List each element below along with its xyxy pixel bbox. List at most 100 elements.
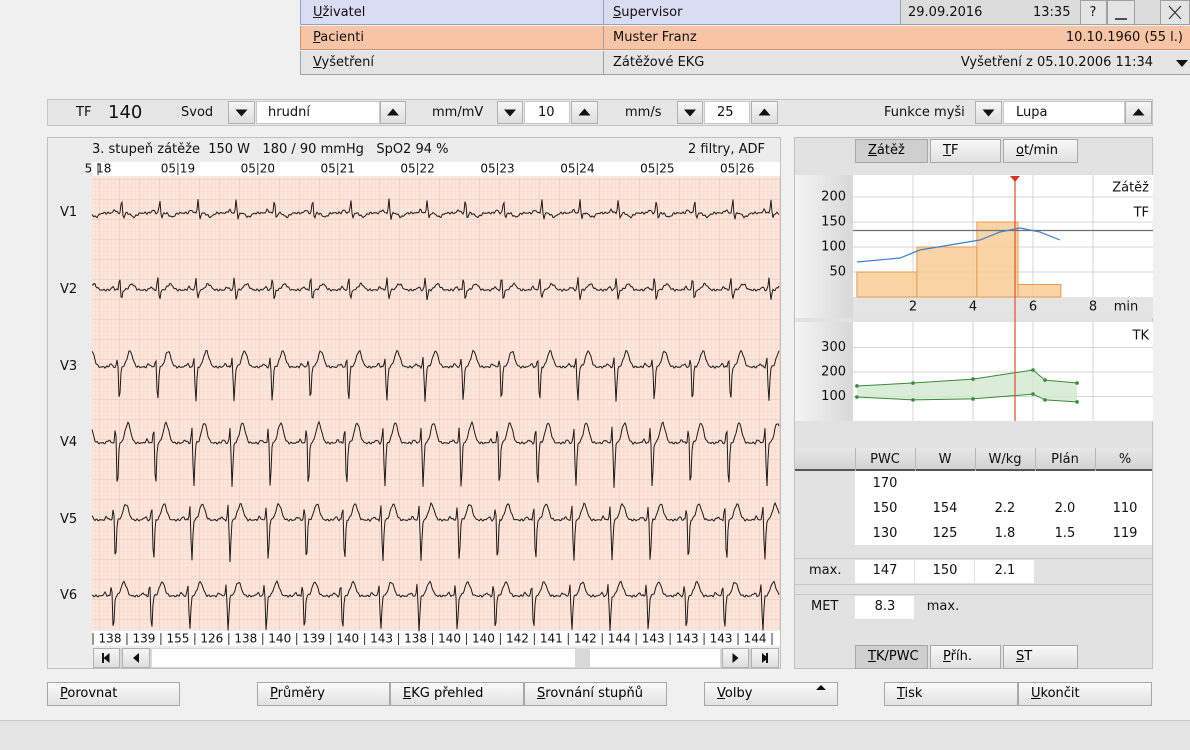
met-label: MET bbox=[811, 599, 839, 614]
help-button[interactable] bbox=[1080, 0, 1107, 25]
header-divider bbox=[1035, 448, 1036, 471]
table-cell: 1.8 bbox=[994, 526, 1016, 541]
arrow-button[interactable] bbox=[380, 101, 406, 124]
table-header-cell: W/kg bbox=[988, 452, 1022, 467]
user-value: Supervisor bbox=[613, 5, 683, 20]
tab[interactable]: Příh. bbox=[930, 645, 1001, 669]
lead-label: V2 bbox=[60, 282, 78, 297]
arrow-button[interactable] bbox=[975, 101, 1002, 124]
table-cell: 2.0 bbox=[1054, 501, 1076, 516]
scroll-thumb[interactable] bbox=[152, 649, 575, 667]
table-cell: 1.5 bbox=[1054, 526, 1076, 541]
speed-label: mm/s bbox=[625, 105, 662, 120]
help-label: ? bbox=[1089, 5, 1097, 20]
speed-value: 25 bbox=[717, 105, 734, 120]
lead-label: V6 bbox=[60, 588, 78, 603]
gain-value: 10 bbox=[538, 105, 555, 120]
arrow-button[interactable] bbox=[93, 648, 120, 668]
row-divider bbox=[795, 594, 1152, 595]
patient-name: Muster Franz bbox=[613, 30, 697, 45]
ecg-panel bbox=[47, 137, 781, 669]
value-cell bbox=[915, 560, 974, 583]
tab[interactable]: ST bbox=[1003, 645, 1078, 669]
arrow-button[interactable] bbox=[1125, 101, 1152, 124]
button[interactable]: Tisk bbox=[884, 682, 1018, 706]
table-cell: 154 bbox=[932, 501, 958, 516]
button[interactable]: Ukončit bbox=[1018, 682, 1152, 706]
button[interactable]: Volby bbox=[704, 682, 838, 706]
mouse-label: Funkce myši bbox=[884, 105, 965, 120]
cell-divider bbox=[603, 51, 604, 75]
lead-label: V5 bbox=[60, 512, 78, 527]
cell-divider bbox=[603, 26, 604, 50]
button[interactable]: Průměry bbox=[257, 682, 390, 706]
gain-field bbox=[524, 101, 570, 124]
lead-field bbox=[256, 101, 380, 124]
table-header bbox=[795, 448, 1152, 471]
table-cell: 2.2 bbox=[994, 501, 1016, 516]
arrow-button[interactable] bbox=[751, 648, 779, 668]
lead-label: Svod bbox=[181, 105, 214, 120]
table-cell: 170 bbox=[872, 476, 898, 491]
cell-divider bbox=[603, 0, 604, 24]
exam-type: Zátěžové EKG bbox=[613, 55, 705, 70]
mouse-field bbox=[1003, 101, 1125, 124]
lead-label: V3 bbox=[60, 359, 78, 374]
minimize-button[interactable] bbox=[1107, 0, 1135, 25]
arrow-button[interactable] bbox=[122, 648, 150, 668]
table-cell: 125 bbox=[932, 526, 958, 541]
row-divider bbox=[795, 584, 1152, 585]
hr-label: TF bbox=[76, 105, 92, 120]
lead-label: V4 bbox=[60, 435, 78, 450]
row-divider bbox=[795, 558, 1152, 559]
table-header-cell: PWC bbox=[870, 452, 900, 467]
user-label: Uživatel bbox=[313, 5, 366, 20]
patient-label: Pacienti bbox=[313, 30, 364, 45]
arrow-button[interactable] bbox=[497, 101, 523, 124]
mouse-value: Lupa bbox=[1016, 105, 1048, 120]
tab[interactable]: TF bbox=[930, 139, 1001, 163]
header-divider bbox=[855, 448, 856, 471]
patient-birth: 10.10.1960 (55 l.) bbox=[1065, 30, 1183, 45]
arrow-button[interactable] bbox=[677, 101, 703, 124]
table-header-cell: W bbox=[938, 452, 952, 467]
exam-info: Vyšetření z 05.10.2006 11:34 bbox=[960, 55, 1153, 70]
button[interactable]: Srovnání stupňů bbox=[524, 682, 667, 706]
tab[interactable]: TK/PWC bbox=[855, 645, 928, 669]
tab[interactable]: ot/min bbox=[1003, 139, 1078, 163]
max-label: max. bbox=[809, 563, 842, 578]
scroll-thumb[interactable] bbox=[590, 649, 720, 667]
exam-label: Vyšetření bbox=[313, 55, 375, 70]
side-panel bbox=[794, 137, 1153, 669]
met-value: 8.3 bbox=[874, 599, 896, 614]
value-cell bbox=[975, 560, 1034, 583]
table-cell: 150 bbox=[872, 501, 898, 516]
time: 13:35 bbox=[1033, 5, 1071, 20]
arrow-button[interactable] bbox=[228, 101, 255, 124]
header-divider bbox=[975, 448, 976, 471]
status-bar bbox=[0, 720, 1190, 750]
table-cell: 119 bbox=[1112, 526, 1138, 541]
table-cell: 110 bbox=[1112, 501, 1138, 516]
arrow-button[interactable] bbox=[751, 101, 778, 124]
time-strip bbox=[92, 162, 780, 176]
close-button[interactable] bbox=[1160, 0, 1190, 25]
button[interactable]: Porovnat bbox=[47, 682, 180, 706]
table-header-cell: % bbox=[1118, 452, 1132, 467]
date: 29.09.2016 bbox=[908, 5, 983, 20]
arrow-button[interactable] bbox=[722, 648, 749, 668]
max-value: 2.1 bbox=[994, 563, 1016, 578]
value-cell bbox=[855, 596, 914, 619]
tab[interactable]: Zátěž bbox=[855, 139, 928, 163]
button[interactable]: EKG přehled bbox=[390, 682, 524, 706]
table-body bbox=[855, 471, 1152, 545]
speed-field bbox=[704, 101, 750, 124]
max-value: 147 bbox=[872, 563, 898, 578]
gain-label: mm/mV bbox=[432, 105, 484, 120]
header-divider bbox=[915, 448, 916, 471]
arrow-button[interactable] bbox=[571, 101, 598, 124]
ecg-status: 3. stupeň zátěže 150 W 180 / 90 mmHg SpO… bbox=[92, 142, 449, 157]
patient-row bbox=[300, 26, 1190, 50]
met-max-label: max. bbox=[926, 599, 960, 614]
